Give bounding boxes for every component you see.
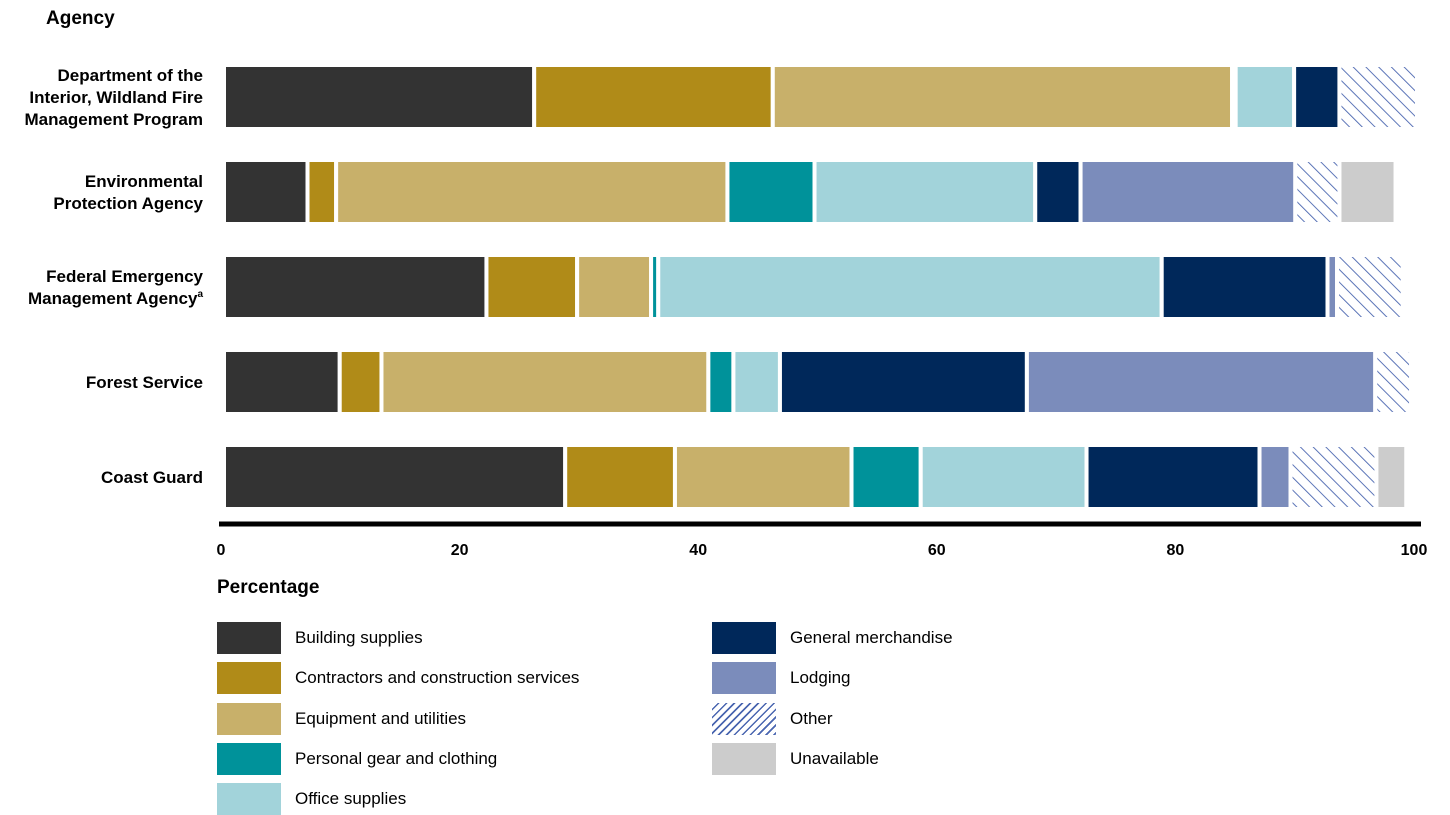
- category-label: Federal Emergency Management Agencya: [28, 267, 204, 308]
- legend-item-lodging: Lodging: [712, 662, 851, 695]
- bar-segment-general-merchandise: [777, 348, 1029, 416]
- x-tick-label: 60: [928, 542, 946, 559]
- legend-item-office-supplies: Office supplies: [217, 783, 406, 815]
- bar-segment-equipment-and-utilities: [672, 443, 854, 511]
- bar-segment-contractors-and-construction-services: [337, 348, 384, 416]
- bar-segment-other: [1288, 443, 1379, 511]
- bar-segment-lodging: [1024, 348, 1378, 416]
- bar-segment-office-supplies: [918, 443, 1089, 511]
- bar-segment-unavailable: [1337, 158, 1398, 226]
- x-tick-label: 0: [217, 542, 226, 559]
- x-axis-title: Percentage: [217, 577, 320, 598]
- bar-segment-lodging: [1078, 158, 1298, 226]
- legend-swatch: [217, 662, 281, 695]
- y-axis-title: Agency: [46, 8, 115, 29]
- bar-segment-other: [1335, 253, 1405, 321]
- stacked-bar-chart: Department of the Interior, Wildland Fire…: [24, 63, 1428, 559]
- legend-item-general-merchandise: General merchandise: [712, 622, 953, 654]
- bar-segment-general-merchandise: [1084, 443, 1262, 511]
- legend-item-personal-gear-and-clothing: Personal gear and clothing: [217, 742, 498, 775]
- bar-segment-general-merchandise: [1292, 63, 1342, 131]
- x-tick-label: 100: [1401, 542, 1428, 559]
- bar-segment-contractors-and-construction-services: [563, 443, 677, 511]
- bar-segment-personal-gear-and-clothing: [725, 158, 817, 226]
- category-label: Forest Service: [86, 373, 203, 392]
- x-tick-label: 80: [1167, 542, 1185, 559]
- legend-label: Equipment and utilities: [295, 708, 467, 728]
- legend-swatch: [217, 702, 281, 735]
- legend-item-contractors-and-construction-services: Contractors and construction services: [217, 662, 580, 695]
- bar-segment-general-merchandise: [1159, 253, 1330, 321]
- bar-segment-other: [1337, 63, 1419, 131]
- legend-swatch: [712, 702, 776, 735]
- bar-segment-building-supplies: [222, 63, 537, 131]
- bar-segment-other: [1293, 158, 1342, 226]
- bar-segment-unavailable: [1374, 443, 1409, 511]
- legend-label: Other: [790, 708, 833, 728]
- legend-swatch: [217, 622, 281, 654]
- bar-segment-building-supplies: [222, 443, 568, 511]
- bar-segment-building-supplies: [222, 158, 310, 226]
- bar-segment-equipment-and-utilities: [770, 63, 1235, 131]
- legend-item-unavailable: Unavailable: [712, 742, 879, 775]
- legend-swatch: [712, 742, 776, 775]
- bar-segment-office-supplies: [731, 348, 782, 416]
- bar-segment-contractors-and-construction-services: [532, 63, 775, 131]
- bar-segment-contractors-and-construction-services: [484, 253, 580, 321]
- category-label: Coast Guard: [101, 468, 203, 487]
- legend-label: Building supplies: [295, 628, 423, 647]
- bar-segment-personal-gear-and-clothing: [849, 443, 923, 511]
- legend-item-other: Other: [712, 702, 833, 735]
- legend: Building supplies Contractors and constru…: [217, 622, 1117, 815]
- category-label: Environmental Protection Agency: [53, 172, 203, 213]
- bar-segment-equipment-and-utilities: [379, 348, 711, 416]
- legend-item-equipment-and-utilities: Equipment and utilities: [217, 702, 467, 735]
- bar-segment-general-merchandise: [1033, 158, 1083, 226]
- legend-label: Unavailable: [790, 748, 879, 768]
- bar-segment-contractors-and-construction-services: [305, 158, 339, 226]
- legend-swatch: [217, 783, 281, 815]
- bar-segment-office-supplies: [656, 253, 1164, 321]
- legend-swatch: [712, 662, 776, 695]
- bars-group: [222, 63, 1419, 511]
- legend-label: General merchandise: [790, 628, 953, 647]
- bar-segment-lodging: [1257, 443, 1293, 511]
- legend-label: Office supplies: [295, 789, 407, 809]
- legend-item-building-supplies: Building supplies: [217, 622, 423, 654]
- y-axis-labels: Department of the Interior, Wildland Fire…: [24, 66, 203, 487]
- legend-swatch: [217, 742, 281, 775]
- bar-segment-building-supplies: [222, 348, 342, 416]
- bar-segment-building-supplies: [222, 253, 489, 321]
- x-tick-label: 40: [689, 542, 707, 559]
- legend-label: Personal gear and clothing: [295, 748, 498, 768]
- bar-segment-office-supplies: [1233, 63, 1297, 131]
- bar-segment-equipment-and-utilities: [575, 253, 654, 321]
- bar-segment-equipment-and-utilities: [334, 158, 730, 226]
- bar-segment-other: [1373, 348, 1414, 416]
- bar-segment-personal-gear-and-clothing: [706, 348, 736, 416]
- bar-segment-office-supplies: [812, 158, 1038, 226]
- legend-label: Contractors and construction services: [295, 668, 580, 688]
- x-tick-label: 20: [451, 542, 469, 559]
- legend-label: Lodging: [790, 668, 851, 688]
- category-label: Department of the Interior, Wildland Fire…: [24, 66, 203, 129]
- x-axis-ticks: 0 20 40 60 80 100: [217, 542, 1428, 559]
- legend-swatch: [712, 622, 776, 654]
